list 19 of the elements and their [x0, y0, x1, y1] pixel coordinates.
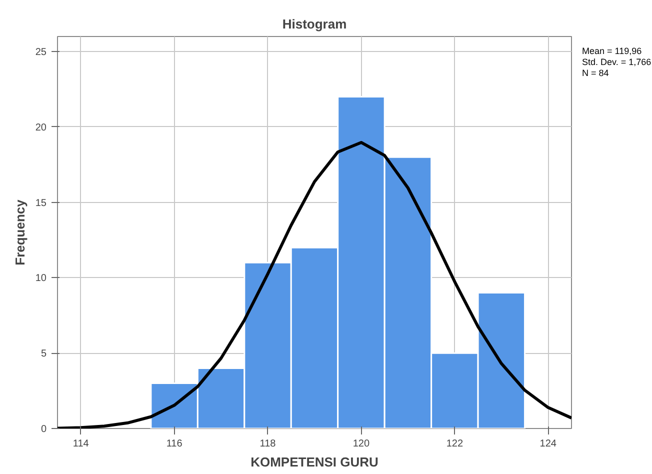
y-tick-label: 25 [35, 47, 47, 58]
y-tick-label: 0 [40, 424, 47, 435]
y-tick-label: 10 [35, 273, 47, 284]
text: Std. Dev. = 1,766 [582, 57, 652, 67]
y-tick-label: 15 [35, 198, 47, 209]
x-tick-label: 122 [446, 438, 464, 450]
x-tick-label: 124 [540, 438, 557, 450]
x-tick-label: 118 [260, 438, 276, 450]
x-tick-label: 114 [72, 438, 90, 450]
y-tick-label: 5 [40, 348, 47, 360]
x-axis-title: KOMPETENSI GURU [250, 454, 378, 470]
y-tick-label: 20 [35, 122, 47, 134]
chart-title: Histogram [282, 16, 347, 32]
y-axis-title: Frequency [12, 198, 28, 266]
text: Mean = 119,96 [582, 46, 642, 56]
line-series [58, 140, 572, 428]
x-tick-label: 120 [352, 438, 370, 450]
x-tick-label: 116 [166, 438, 183, 450]
text: N = 84 [582, 68, 609, 78]
